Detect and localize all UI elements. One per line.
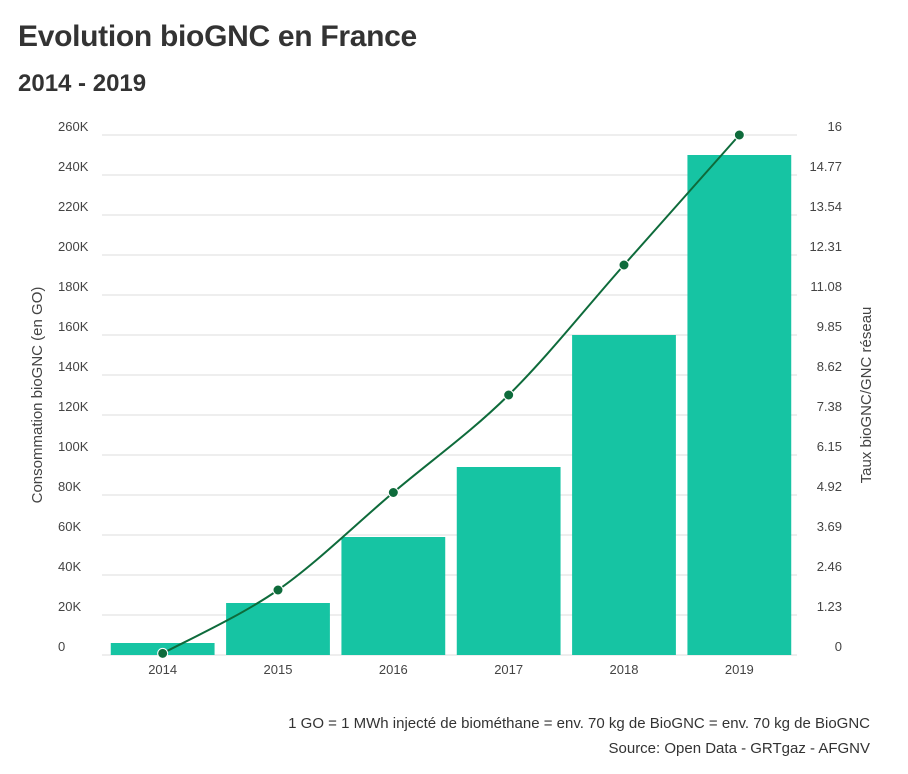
x-tick-label: 2014	[148, 662, 177, 677]
chart-title: Evolution bioGNC en France	[18, 20, 417, 53]
y2-tick-label: 16	[828, 119, 842, 134]
y2-tick-label: 3.69	[817, 519, 842, 534]
y2-tick-label: 12.31	[809, 239, 842, 254]
y-tick-label: 40K	[58, 559, 81, 574]
y2-tick-label: 1.23	[817, 599, 842, 614]
y-tick-label: 240K	[58, 159, 89, 174]
x-tick-label: 2017	[494, 662, 523, 677]
gridlines	[102, 134, 797, 656]
y-tick-label: 140K	[58, 359, 89, 374]
y2-tick-label: 6.15	[817, 439, 842, 454]
y-tick-label: 160K	[58, 319, 89, 334]
y-tick-label: 0	[58, 639, 65, 654]
y2-tick-label: 7.38	[817, 399, 842, 414]
y-tick-label: 260K	[58, 119, 89, 134]
line-point	[157, 647, 169, 659]
x-tick-label: 2016	[379, 662, 408, 677]
y-tick-label: 220K	[58, 199, 89, 214]
footnote: 1 GO = 1 MWh injecté de biométhane = env…	[288, 715, 870, 732]
line-point	[733, 129, 745, 141]
y2-tick-label: 14.77	[809, 159, 842, 174]
bar-series	[110, 155, 792, 655]
y2-tick-label: 2.46	[817, 559, 842, 574]
x-tick-label: 2018	[610, 662, 639, 677]
line-point	[272, 584, 284, 596]
y2-tick-label: 8.62	[817, 359, 842, 374]
y2-axis-title: Taux bioGNC/GNC réseau	[858, 307, 875, 484]
line-series	[157, 129, 745, 659]
bar	[687, 155, 792, 655]
y-axis-title: Consommation bioGNC (en GO)	[29, 287, 46, 504]
y-tick-label: 200K	[58, 239, 89, 254]
x-tick-label: 2019	[725, 662, 754, 677]
source-note: Source: Open Data - GRTgaz - AFGNV	[608, 740, 871, 757]
y-tick-label: 180K	[58, 279, 89, 294]
y-tick-label: 80K	[58, 479, 81, 494]
x-axis-ticks: 2014 2015 2016 2017 2018 2019	[148, 662, 754, 677]
y-tick-label: 120K	[58, 399, 89, 414]
y2-tick-label: 11.08	[810, 279, 842, 294]
y-tick-label: 60K	[58, 519, 81, 534]
y2-tick-label: 13.54	[809, 199, 842, 214]
left-axis-ticks: 0 20K 40K 60K 80K 100K 120K 140K 160K 180K 200K 220…	[58, 119, 89, 654]
combo-chart: 0 20K 40K 60K 80K 100K 120K 140K 160K 180K 200K 220…	[29, 119, 875, 677]
y-tick-label: 100K	[58, 439, 89, 454]
x-tick-label: 2015	[264, 662, 293, 677]
bar	[572, 335, 676, 655]
y2-tick-label: 4.92	[817, 479, 842, 494]
line-point	[618, 259, 630, 271]
y2-tick-label: 0	[835, 639, 842, 654]
y-tick-label: 20K	[58, 599, 81, 614]
bar	[341, 537, 446, 655]
chart-subtitle: 2014 - 2019	[18, 70, 147, 97]
right-axis-ticks: 0 1.23 2.46 3.69 4.92 6.15 7.38 8.62 9.85 11.08 12…	[809, 119, 842, 654]
line-point	[387, 487, 399, 498]
bar	[456, 467, 561, 655]
bar	[226, 603, 330, 655]
y2-tick-label: 9.85	[817, 319, 842, 334]
line-point	[503, 389, 515, 401]
